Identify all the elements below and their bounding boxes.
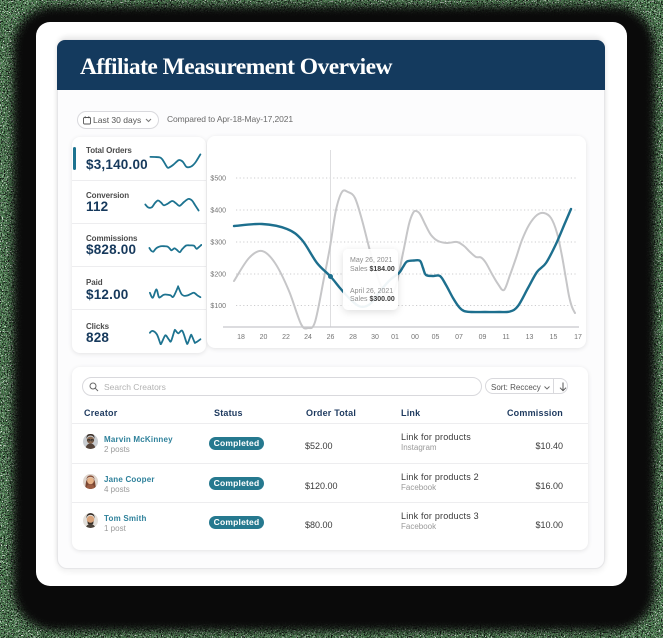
- svg-text:$500: $500: [210, 176, 226, 183]
- svg-text:00: 00: [411, 334, 419, 341]
- svg-text:$100: $100: [210, 303, 226, 310]
- svg-text:$300: $300: [210, 240, 226, 247]
- svg-text:20: 20: [260, 334, 268, 341]
- svg-text:07: 07: [455, 334, 463, 341]
- svg-text:22: 22: [282, 334, 290, 341]
- svg-text:01: 01: [391, 334, 399, 341]
- svg-text:13: 13: [526, 334, 534, 341]
- svg-text:09: 09: [479, 334, 487, 341]
- svg-text:17: 17: [574, 334, 582, 341]
- svg-text:11: 11: [502, 334, 509, 341]
- svg-text:30: 30: [371, 334, 379, 341]
- svg-text:26: 26: [327, 334, 335, 341]
- svg-text:05: 05: [432, 334, 440, 341]
- svg-text:$200: $200: [210, 272, 226, 279]
- svg-text:28: 28: [349, 334, 357, 341]
- svg-text:18: 18: [237, 334, 245, 341]
- svg-text:$400: $400: [210, 208, 226, 215]
- svg-text:15: 15: [550, 334, 558, 341]
- svg-text:24: 24: [304, 334, 312, 341]
